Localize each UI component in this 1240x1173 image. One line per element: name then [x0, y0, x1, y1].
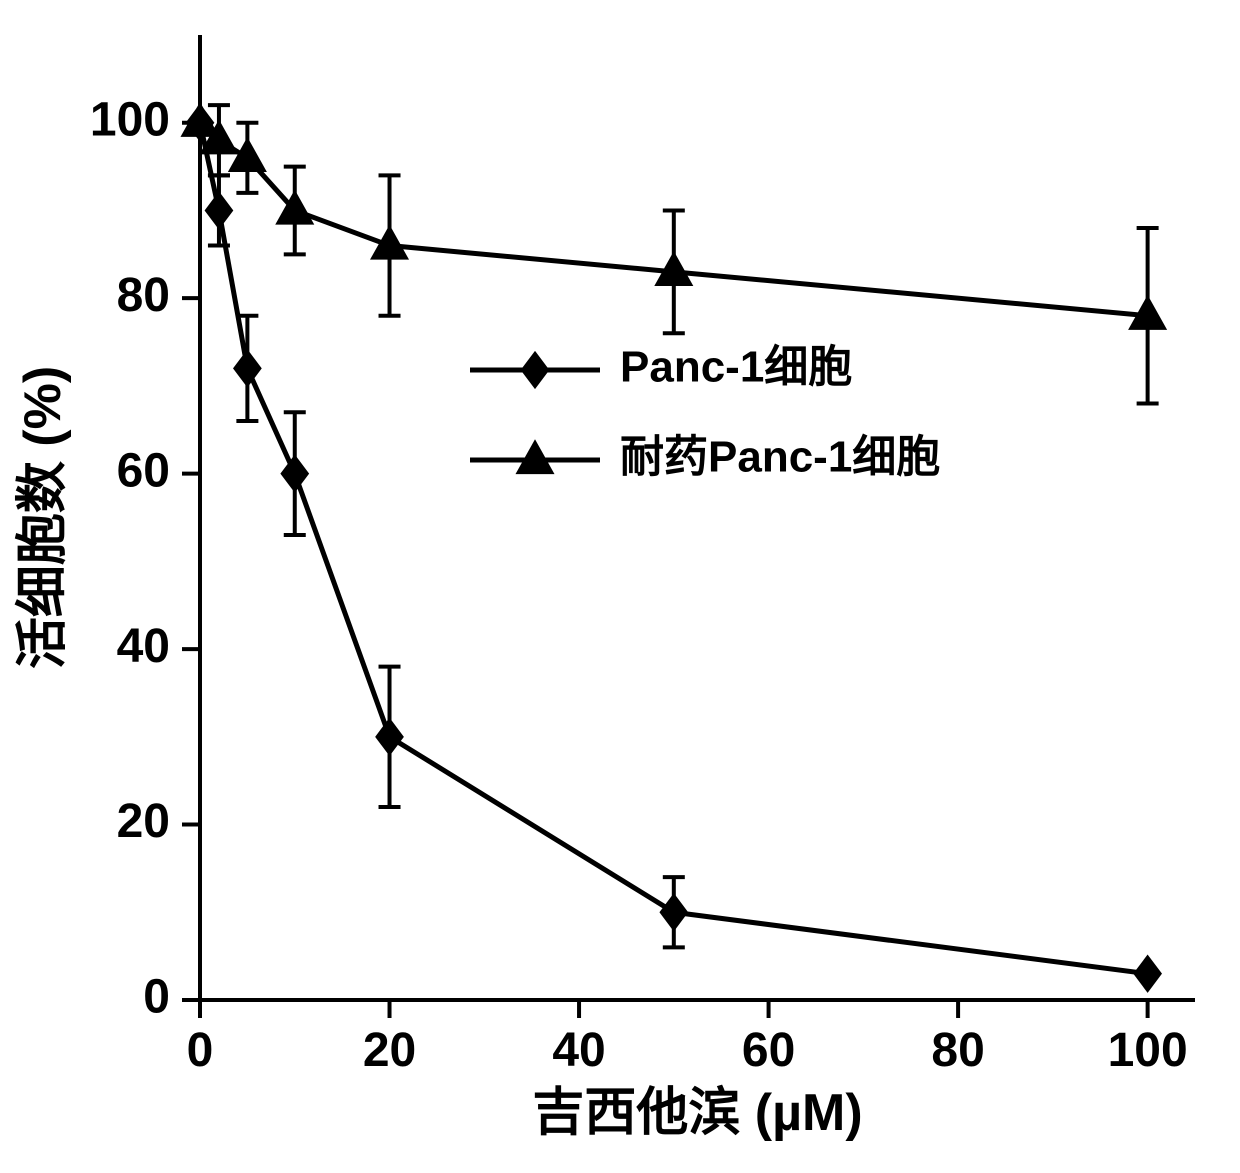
y-axis-label: 活细胞数 (%) — [14, 366, 72, 669]
x-tick-label: 80 — [931, 1024, 984, 1077]
legend-label: Panc-1细胞 — [620, 343, 852, 392]
y-tick-label: 40 — [117, 620, 170, 673]
y-tick-label: 0 — [143, 971, 170, 1024]
x-tick-label: 100 — [1108, 1024, 1188, 1077]
x-tick-label: 60 — [742, 1024, 795, 1077]
x-tick-label: 40 — [552, 1024, 605, 1077]
viability-chart: 0 20 40 60 80 100 0 20 40 60 80 100 吉西他滨 (µM) 活细胞数 (%… — [0, 0, 1240, 1173]
legend-label: 耐药Panc-1细胞 — [620, 433, 940, 482]
x-tick-label: 0 — [187, 1024, 214, 1077]
x-tick-label: 20 — [363, 1024, 416, 1077]
y-tick-label: 100 — [90, 93, 170, 146]
x-axis-label: 吉西他滨 (µM) — [532, 1084, 862, 1142]
y-tick-label: 20 — [117, 795, 170, 848]
y-tick-label: 80 — [117, 269, 170, 322]
y-tick-label: 60 — [117, 444, 170, 497]
